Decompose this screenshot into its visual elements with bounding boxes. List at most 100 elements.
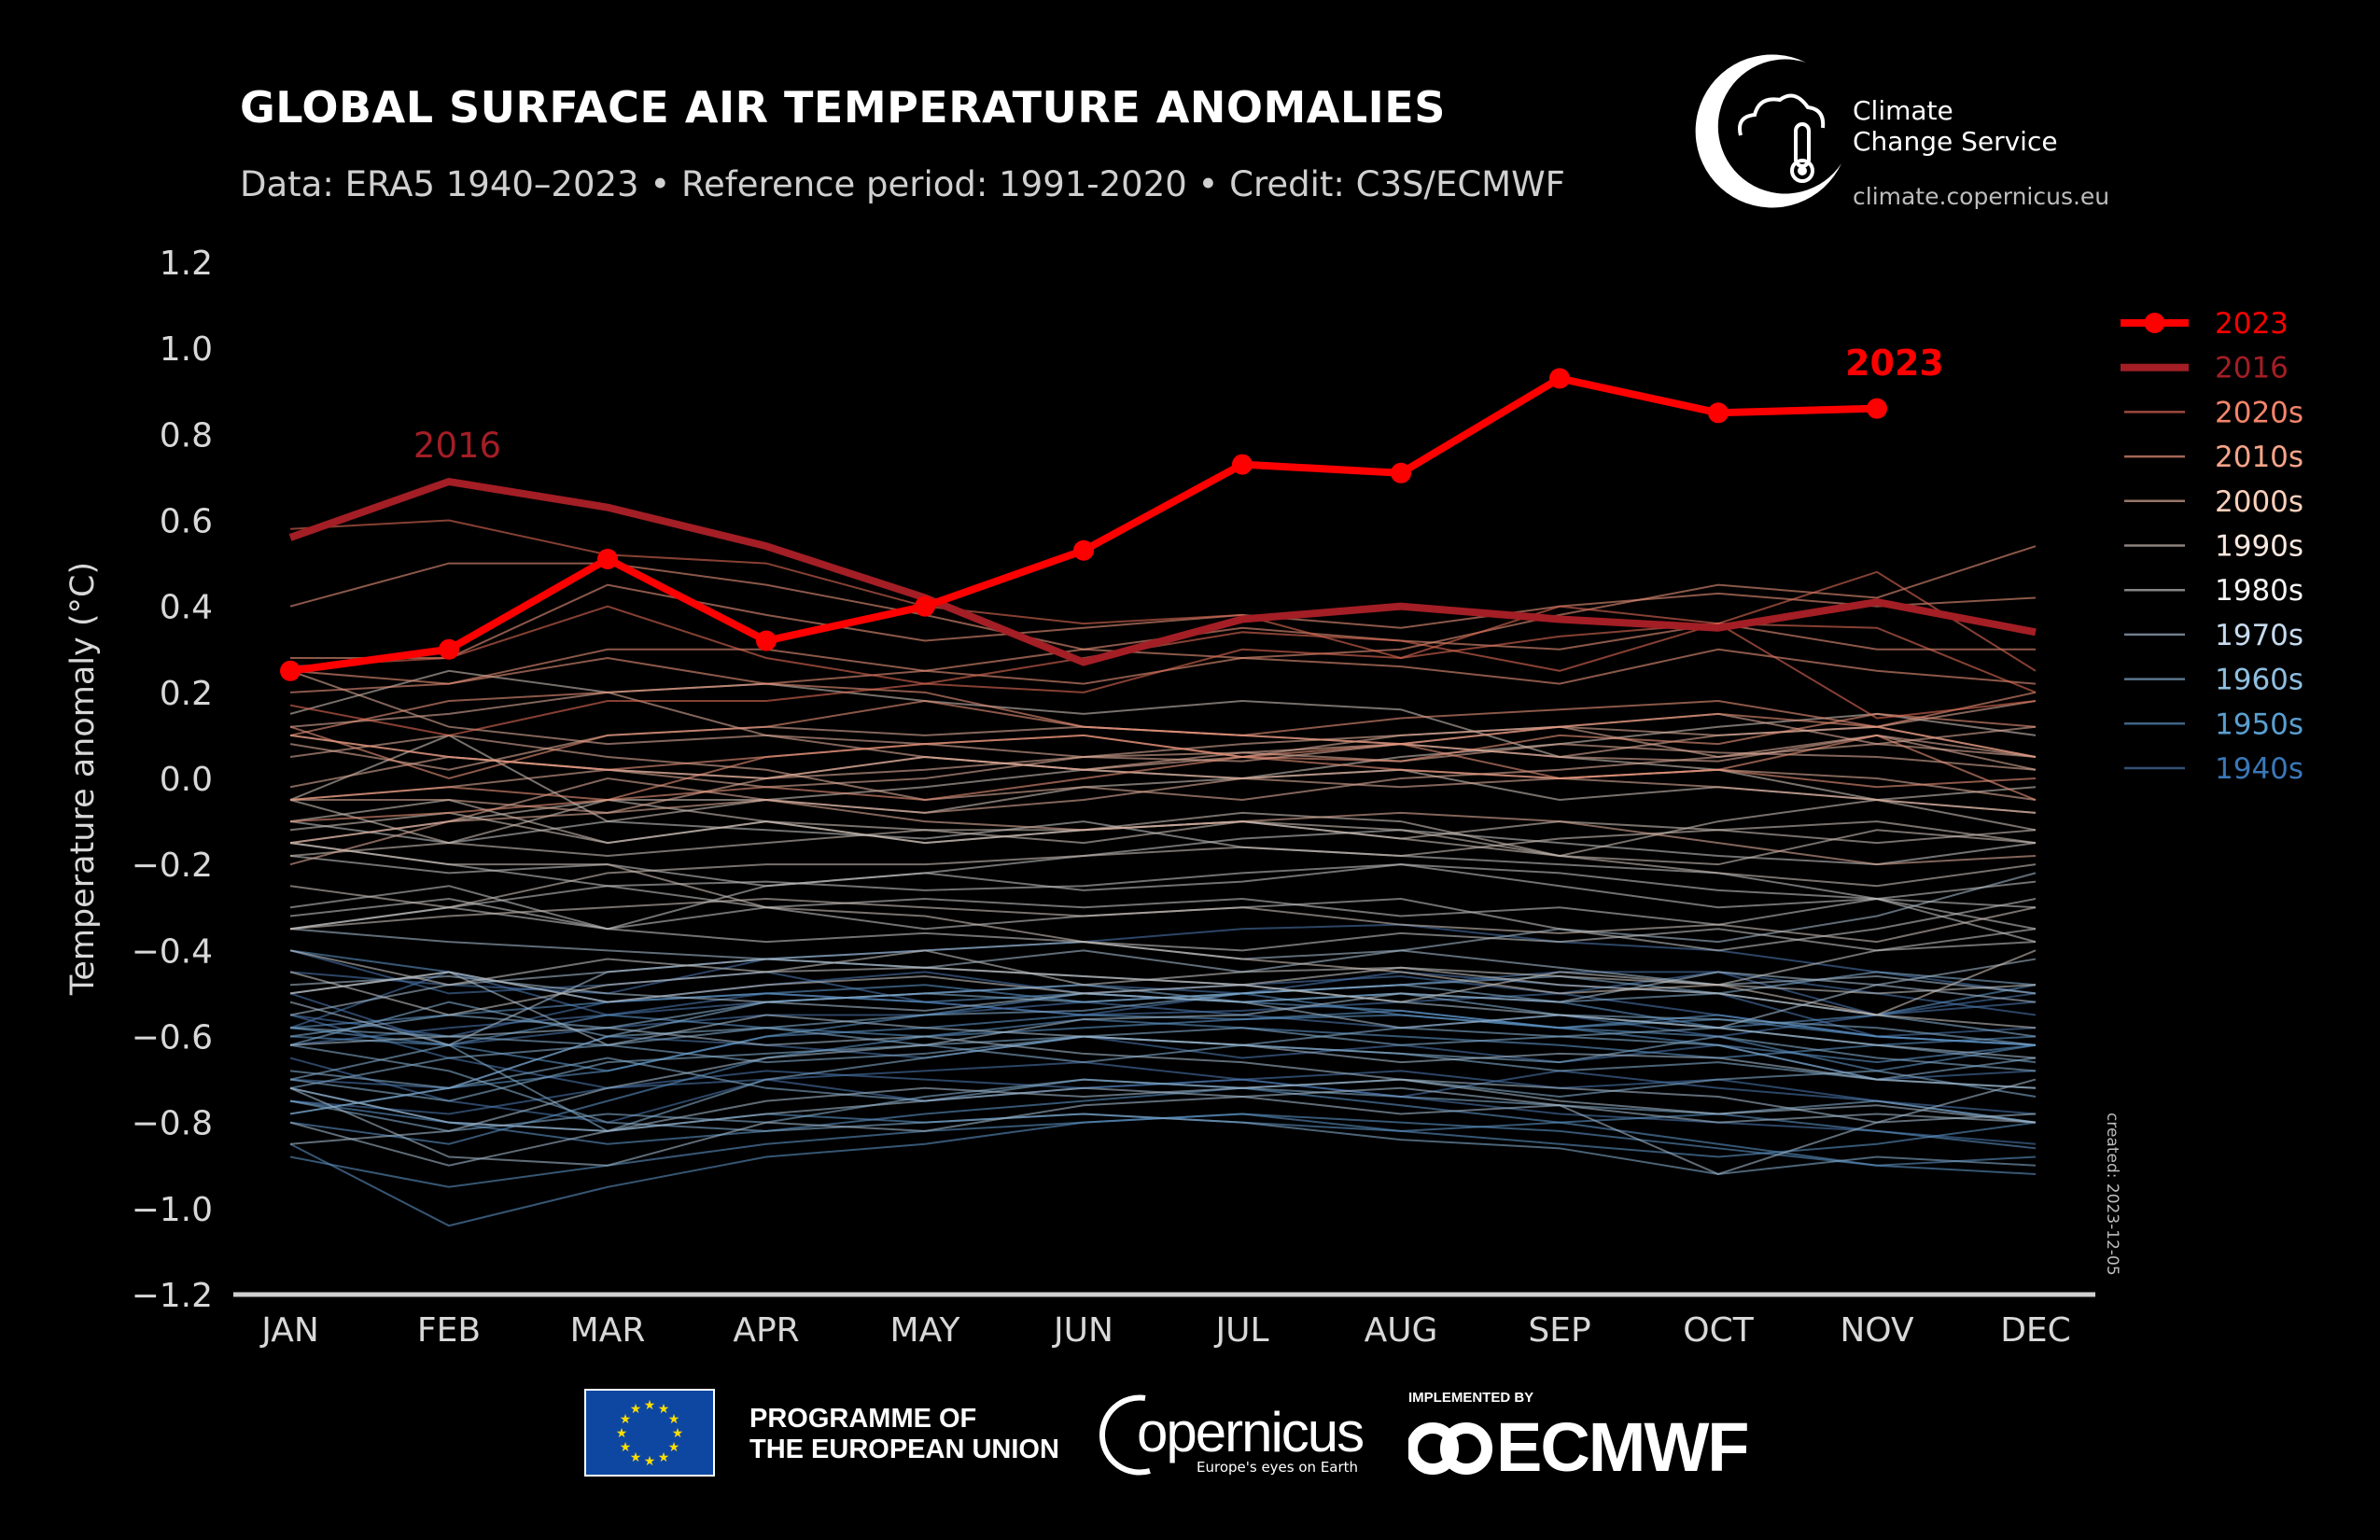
created-date: created: 2023-12-05	[2103, 1113, 2121, 1276]
y-tick-label: 0.0	[160, 761, 213, 799]
series-line-1959	[289, 1014, 2037, 1059]
y-tick-label: −0.2	[132, 847, 213, 885]
chart-subtitle: Data: ERA5 1940–2023 • Reference period:…	[240, 164, 1565, 204]
eu-star: ★	[620, 1412, 632, 1427]
series-line-1974	[289, 1086, 2037, 1167]
y-tick-label: −0.6	[132, 1019, 213, 1057]
annotation-2023: 2023	[1845, 343, 1944, 384]
legend-label-1950s: 1950s	[2215, 707, 2303, 741]
x-tick-label: MAR	[570, 1311, 646, 1350]
y-tick-label: 0.8	[160, 416, 213, 455]
c3s-name-line2: Change Service	[1853, 126, 2058, 157]
series-line-2000	[289, 799, 2037, 866]
series-line-1968	[289, 1057, 2037, 1115]
data-point-2023	[597, 548, 618, 569]
series-line-1972	[289, 958, 2037, 1145]
series-line-1984	[289, 949, 2037, 1029]
series-line-1980	[289, 898, 2037, 931]
data-point-2023	[1073, 539, 1094, 561]
copernicus-c-icon	[1099, 1394, 1151, 1476]
eu-flag-icon: ★★★★★★★★★ ★ ★★	[584, 1389, 715, 1477]
y-tick-label: −1.2	[132, 1277, 213, 1315]
eu-star: ★	[668, 1440, 680, 1455]
x-tick-label: DEC	[2000, 1311, 2071, 1350]
x-tick-label: JUN	[1052, 1311, 1113, 1350]
series-line-2014	[289, 691, 2037, 780]
eu-star: ★	[658, 1402, 670, 1417]
series-line-1967	[289, 1035, 2037, 1102]
y-tick-label: 0.6	[160, 503, 213, 541]
eu-star: ★	[644, 1398, 656, 1413]
data-point-2023	[1391, 462, 1411, 483]
legend-label-2016: 2016	[2215, 352, 2289, 385]
series-line-1945	[289, 949, 2037, 1046]
x-tick-label: OCT	[1683, 1311, 1754, 1350]
series-line-1983	[289, 854, 2037, 944]
series-line-1970	[289, 971, 2037, 1089]
y-tick-label: 1.0	[160, 330, 213, 369]
series-line-1999	[289, 799, 2037, 857]
series-line-2013	[289, 712, 2037, 771]
series-line-2020	[289, 519, 2037, 672]
series-line-2016	[288, 478, 2037, 666]
series-line-1976	[289, 1078, 2037, 1176]
eu-star: ★	[658, 1450, 670, 1465]
series-line-1956	[289, 1113, 2037, 1227]
legend-label-2023: 2023	[2215, 307, 2289, 341]
data-point-2023	[915, 595, 935, 617]
copernicus-logo-text: opernicus	[1137, 1401, 1365, 1463]
series-line-1992	[289, 842, 2037, 1016]
legend-label-1980s: 1980s	[2215, 574, 2303, 608]
series-line-2019	[290, 583, 2037, 659]
series-line-1979	[289, 872, 2037, 1046]
series-line-1975	[289, 1027, 2037, 1124]
copernicus-tagline: Europe's eyes on Earth	[1197, 1459, 1359, 1476]
y-tick-label: −0.4	[132, 932, 213, 971]
series-line-1948	[289, 1057, 2037, 1124]
eu-star: ★	[672, 1426, 684, 1441]
data-point-2023	[280, 660, 301, 681]
series-line-1991	[289, 799, 2037, 888]
series-line-2015	[289, 545, 2037, 685]
data-point-2023	[1708, 402, 1729, 424]
legend-label-2000s: 2000s	[2215, 485, 2303, 519]
series-line-2022	[289, 605, 2037, 720]
series-line-1985	[289, 966, 2037, 1016]
implemented-by-label: IMPLEMENTED BY	[1408, 1390, 1534, 1406]
series-line-2007	[289, 669, 2037, 814]
eu-star: ★	[616, 1426, 628, 1441]
series-line-1988	[289, 820, 2037, 909]
legend-marker-2023	[2144, 313, 2165, 333]
eu-star: ★	[620, 1440, 632, 1455]
y-tick-label: 1.2	[160, 245, 213, 283]
series-line-1993	[289, 898, 2037, 944]
series-line-1955	[289, 1086, 2037, 1167]
x-tick-label: NOV	[1840, 1311, 1914, 1350]
x-tick-label: AUG	[1365, 1311, 1438, 1350]
series-line-1989	[289, 863, 2037, 931]
series-line-2008	[289, 768, 2037, 845]
ecmwf-logo-icon	[1408, 1422, 1492, 1475]
c3s-name-line1: Climate	[1853, 95, 1953, 126]
eu-star: ★	[630, 1450, 642, 1465]
legend-label-1990s: 1990s	[2215, 530, 2303, 564]
eu-star: ★	[668, 1412, 680, 1427]
eu-star: ★	[630, 1402, 642, 1417]
series-line-2001	[289, 734, 2037, 802]
eu-line1: PROGRAMME OF	[749, 1404, 977, 1434]
eu-line2: THE EUROPEAN UNION	[749, 1435, 1059, 1464]
data-point-2023	[1549, 368, 1570, 389]
x-tick-label: FEB	[417, 1311, 481, 1350]
x-tick-label: JUL	[1213, 1311, 1268, 1350]
y-axis-label: Temperature anomaly (°C)	[64, 562, 102, 996]
legend-label-1970s: 1970s	[2215, 619, 2303, 652]
series-line-1964	[289, 1043, 2037, 1175]
x-tick-label: MAY	[890, 1311, 961, 1350]
data-point-2023	[756, 630, 777, 651]
c3s-logo-icon	[1695, 54, 1841, 208]
series-line-1987	[289, 829, 2037, 931]
series-line-1986	[289, 906, 2037, 952]
data-point-2023	[1867, 398, 1887, 419]
data-point-2023	[439, 638, 459, 660]
series-line-2009	[290, 725, 2037, 814]
